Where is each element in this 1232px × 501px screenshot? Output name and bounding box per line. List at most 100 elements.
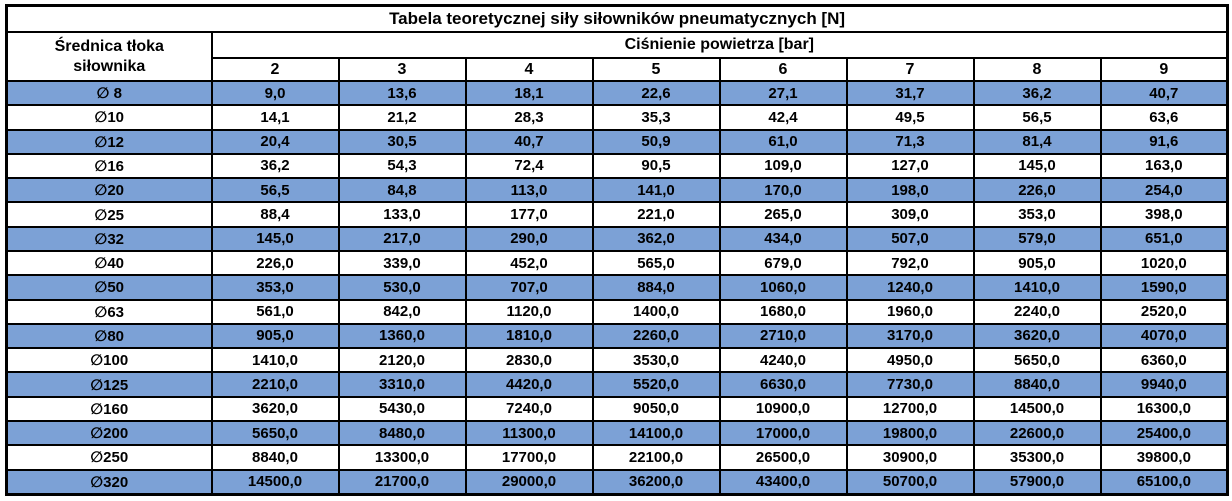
diameter-cell: ∅12	[5, 128, 213, 155]
force-value-cell: 9940,0	[1099, 371, 1229, 398]
force-value-cell: 18,1	[464, 79, 594, 107]
force-value-cell: 5650,0	[210, 419, 340, 447]
pressure-col-header: 2	[210, 57, 340, 82]
table-row: ∅100 1410,0 2120,0 2830,0 3530,0 4240,0 4950,0…	[5, 347, 1229, 374]
force-value-cell: 145,0	[210, 225, 340, 252]
pressure-col-header: 7	[845, 57, 975, 82]
force-value-cell: 2240,0	[972, 298, 1102, 325]
diameter-cell: ∅160	[5, 395, 213, 422]
table-row: ∅250 8840,0 13300,0 17700,0 22100,0 26500,0 30…	[5, 444, 1229, 471]
force-value-cell: 133,0	[337, 201, 467, 228]
diameter-cell: ∅125	[5, 371, 213, 398]
force-value-cell: 141,0	[591, 177, 721, 204]
force-value-cell: 170,0	[718, 177, 848, 204]
force-value-cell: 88,4	[210, 201, 340, 228]
force-value-cell: 1240,0	[845, 274, 975, 301]
force-value-cell: 22,6	[591, 79, 721, 107]
force-value-cell: 2260,0	[591, 322, 721, 350]
force-value-cell: 561,0	[210, 298, 340, 325]
force-value-cell: 353,0	[210, 274, 340, 301]
force-value-cell: 54,3	[337, 152, 467, 180]
force-value-cell: 8840,0	[210, 444, 340, 471]
force-value-cell: 1410,0	[972, 274, 1102, 301]
force-value-cell: 10900,0	[718, 395, 848, 422]
pressure-col-header: 9	[1099, 57, 1229, 82]
force-value-cell: 353,0	[972, 201, 1102, 228]
force-value-cell: 1400,0	[591, 298, 721, 325]
force-value-cell: 309,0	[845, 201, 975, 228]
force-value-cell: 1590,0	[1099, 274, 1229, 301]
force-value-cell: 13,6	[337, 79, 467, 107]
force-value-cell: 1020,0	[1099, 249, 1229, 277]
force-value-cell: 651,0	[1099, 225, 1229, 252]
force-value-cell: 28,3	[464, 104, 594, 131]
diameter-cell: ∅32	[5, 225, 213, 252]
force-value-cell: 22100,0	[591, 444, 721, 471]
pressure-col-header: 4	[464, 57, 594, 82]
diameter-cell: ∅ 8	[5, 79, 213, 107]
force-value-cell: 507,0	[845, 225, 975, 252]
pressure-col-header: 5	[591, 57, 721, 82]
force-value-cell: 26500,0	[718, 444, 848, 471]
force-value-cell: 40,7	[464, 128, 594, 155]
force-value-cell: 9,0	[210, 79, 340, 107]
force-value-cell: 63,6	[1099, 104, 1229, 131]
force-value-cell: 14,1	[210, 104, 340, 131]
diameter-cell: ∅16	[5, 152, 213, 180]
force-value-cell: 7730,0	[845, 371, 975, 398]
diameter-cell: ∅100	[5, 347, 213, 374]
force-value-cell: 434,0	[718, 225, 848, 252]
force-value-cell: 29000,0	[464, 468, 594, 496]
force-value-cell: 30,5	[337, 128, 467, 155]
force-value-cell: 177,0	[464, 201, 594, 228]
force-value-cell: 31,7	[845, 79, 975, 107]
force-value-cell: 72,4	[464, 152, 594, 180]
force-value-cell: 3620,0	[972, 322, 1102, 350]
table-row: ∅10 14,1 21,2 28,3 35,3 42,4 49,5 56,5 63,6	[5, 104, 1229, 131]
force-value-cell: 198,0	[845, 177, 975, 204]
table-row: ∅160 3620,0 5430,0 7240,0 9050,0 10900,0 12700…	[5, 395, 1229, 422]
diameter-cell: ∅200	[5, 419, 213, 447]
row-header-line1: Średnica tłoka	[54, 38, 164, 56]
force-value-cell: 339,0	[337, 249, 467, 277]
pressure-col-header: 6	[718, 57, 848, 82]
force-value-cell: 1120,0	[464, 298, 594, 325]
force-value-cell: 42,4	[718, 104, 848, 131]
force-value-cell: 254,0	[1099, 177, 1229, 204]
force-value-cell: 12700,0	[845, 395, 975, 422]
force-value-cell: 2710,0	[718, 322, 848, 350]
force-value-cell: 113,0	[464, 177, 594, 204]
table-row: ∅16 36,2 54,3 72,4 90,5 109,0 127,0 145,0 163,0	[5, 152, 1229, 180]
diameter-cell: ∅50	[5, 274, 213, 301]
force-value-cell: 265,0	[718, 201, 848, 228]
force-value-cell: 1060,0	[718, 274, 848, 301]
force-value-cell: 6360,0	[1099, 347, 1229, 374]
force-value-cell: 2210,0	[210, 371, 340, 398]
pressure-col-header: 8	[972, 57, 1102, 82]
force-value-cell: 36,2	[972, 79, 1102, 107]
force-value-cell: 109,0	[718, 152, 848, 180]
force-value-cell: 7240,0	[464, 395, 594, 422]
force-value-cell: 2830,0	[464, 347, 594, 374]
diameter-cell: ∅40	[5, 249, 213, 277]
force-value-cell: 17700,0	[464, 444, 594, 471]
force-value-cell: 362,0	[591, 225, 721, 252]
force-value-cell: 61,0	[718, 128, 848, 155]
force-value-cell: 4070,0	[1099, 322, 1229, 350]
force-value-cell: 30900,0	[845, 444, 975, 471]
force-value-cell: 565,0	[591, 249, 721, 277]
force-value-cell: 163,0	[1099, 152, 1229, 180]
pneumatic-force-table: Tabela teoretycznej siły siłowników pneu…	[5, 4, 1230, 496]
diameter-cell: ∅80	[5, 322, 213, 350]
force-value-cell: 65100,0	[1099, 468, 1229, 496]
table-row: ∅25 88,4 133,0 177,0 221,0 265,0 309,0 353,0 398…	[5, 201, 1229, 228]
force-value-cell: 398,0	[1099, 201, 1229, 228]
diameter-cell: ∅320	[5, 468, 213, 496]
table-row: ∅125 2210,0 3310,0 4420,0 5520,0 6630,0 7730,0…	[5, 371, 1229, 398]
force-value-cell: 13300,0	[337, 444, 467, 471]
force-value-cell: 6630,0	[718, 371, 848, 398]
force-value-cell: 21,2	[337, 104, 467, 131]
table-row: ∅320 14500,0 21700,0 29000,0 36200,0 43400,0 5…	[5, 468, 1229, 496]
table-title-row: Tabela teoretycznej siły siłowników pneu…	[5, 4, 1229, 33]
